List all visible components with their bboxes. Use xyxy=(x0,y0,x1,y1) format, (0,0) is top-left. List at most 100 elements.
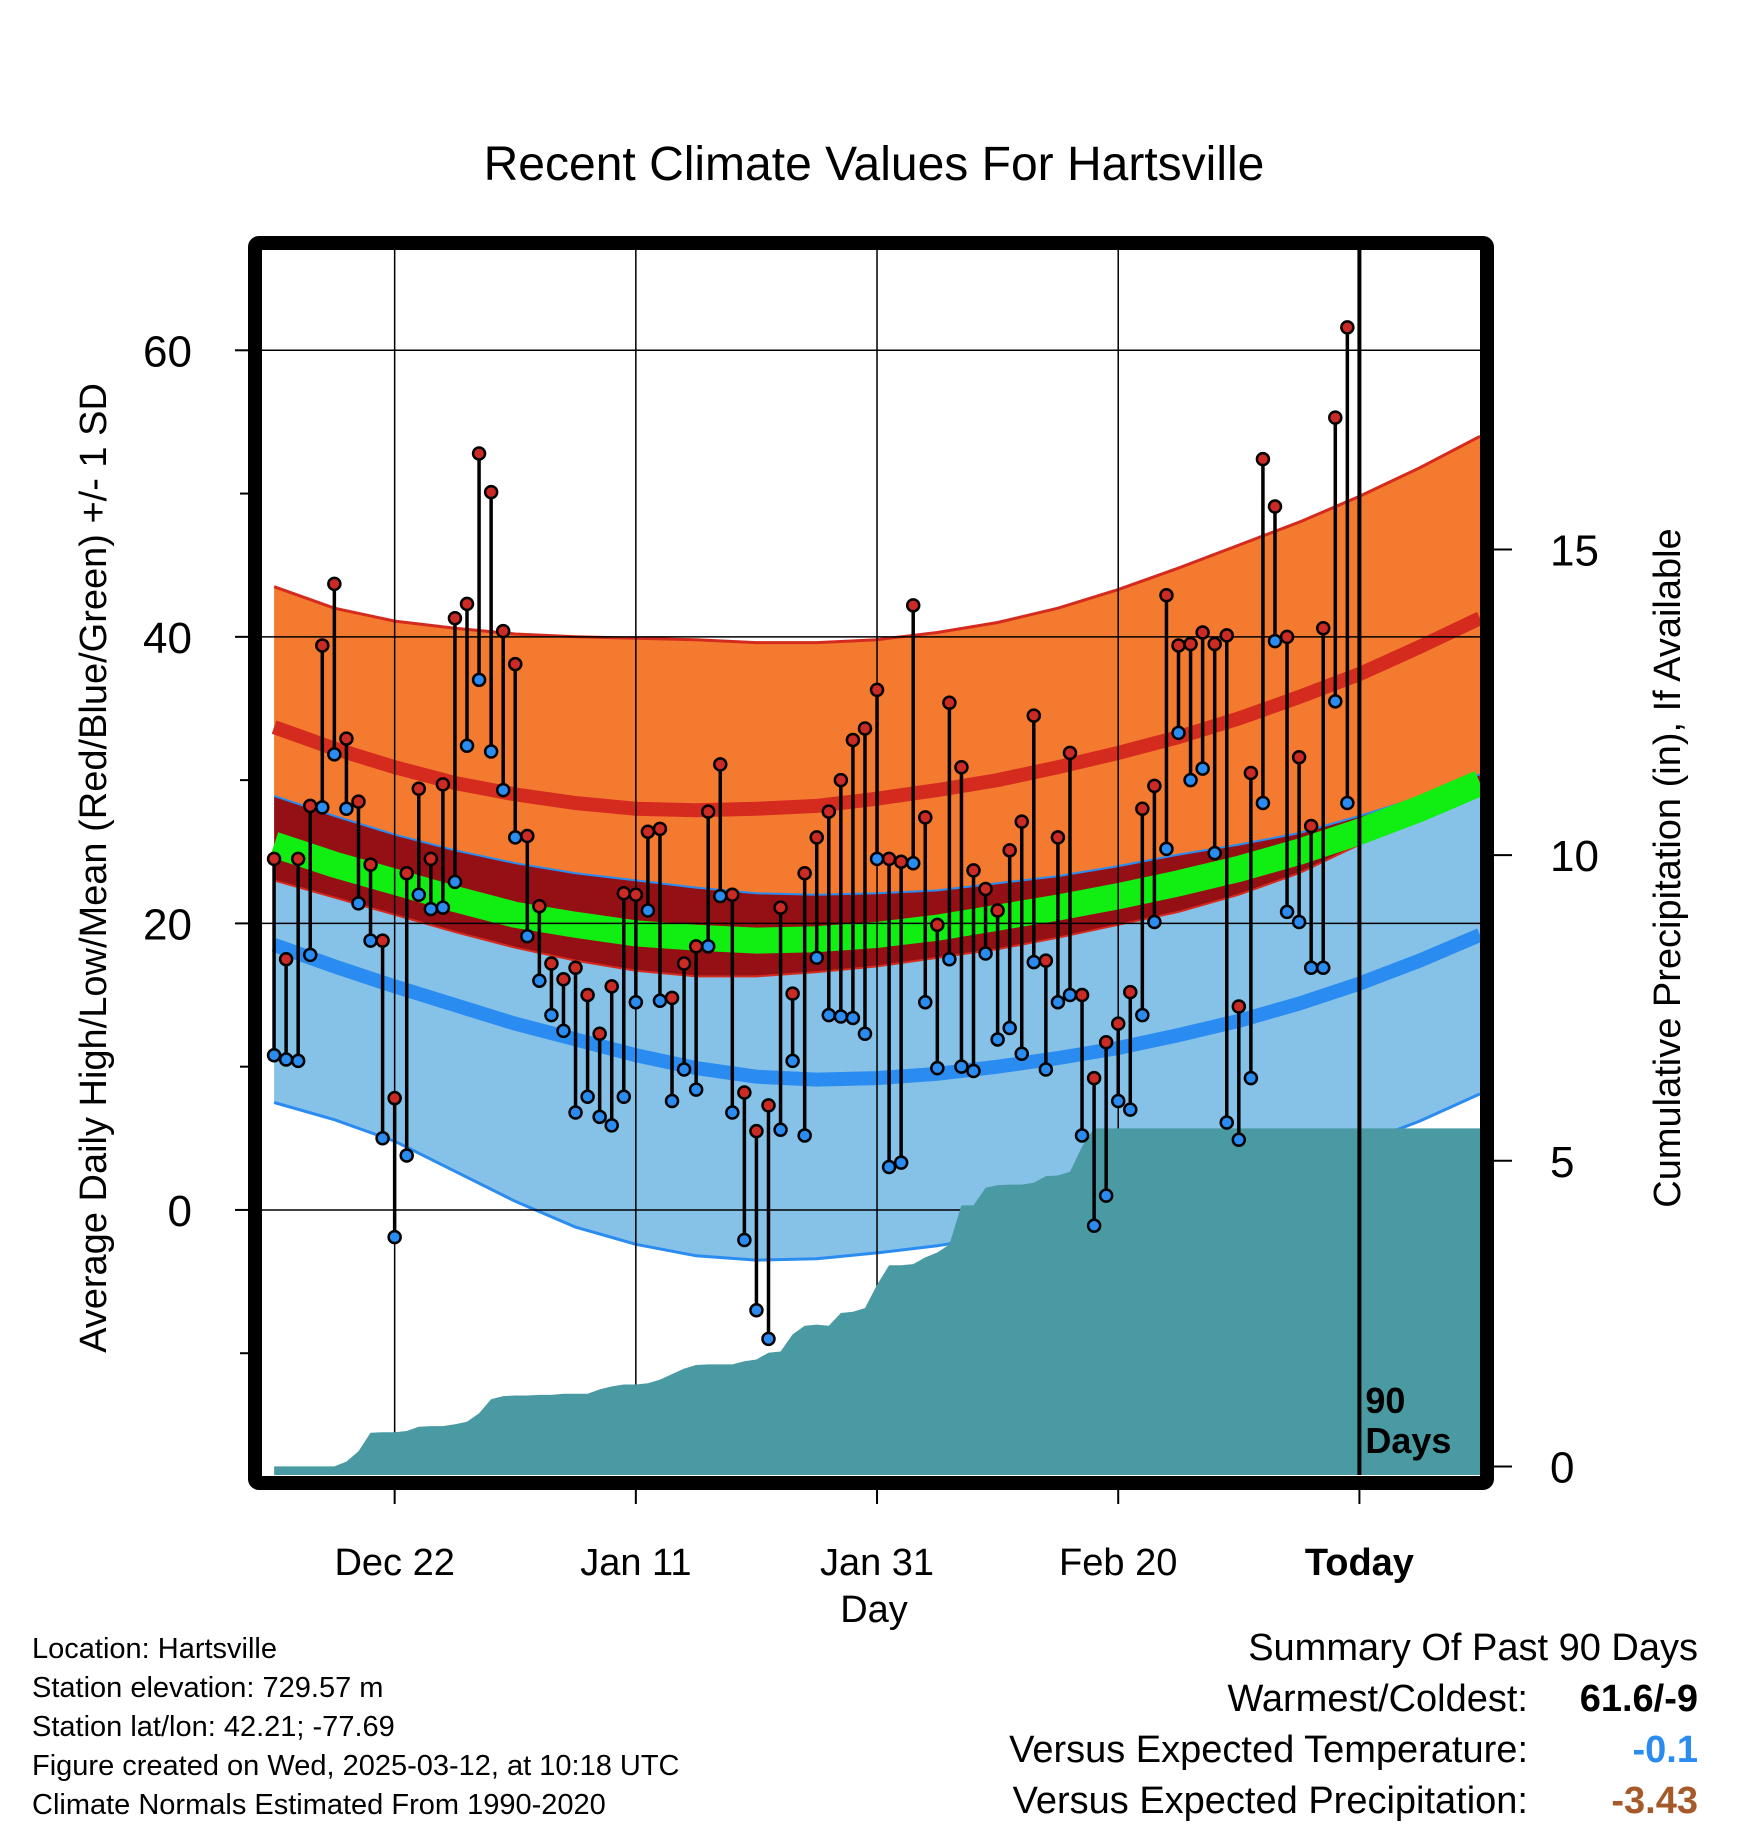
daily-low-point xyxy=(821,1007,837,1023)
y-tick-label: 60 xyxy=(143,327,192,376)
daily-low-point xyxy=(1050,994,1066,1010)
y2-tick-label: 0 xyxy=(1550,1443,1574,1492)
summary-row-warm-cold: Warmest/Coldest: 61.6/-9 xyxy=(798,1674,1698,1725)
precip-departure-value: -3.43 xyxy=(1611,1780,1698,1822)
x-tick-label: Today xyxy=(1305,1542,1414,1584)
daily-high-point xyxy=(1279,629,1295,645)
daily-low-point xyxy=(930,1060,945,1076)
plot-content: 90 Days xyxy=(262,250,1480,1475)
daily-low-point xyxy=(652,993,668,1009)
daily-low-point xyxy=(435,900,451,915)
daily-high-point xyxy=(737,1085,752,1100)
daily-high-point xyxy=(1328,410,1343,425)
warm-cold-value: 61.6/-9 xyxy=(1579,1678,1698,1720)
daily-high-point xyxy=(857,721,873,736)
daily-low-point xyxy=(327,747,342,762)
daily-low-point xyxy=(640,903,656,918)
daily-low-point xyxy=(592,1109,607,1125)
daily-high-point xyxy=(266,851,282,867)
daily-high-point xyxy=(483,484,499,500)
daily-low-point xyxy=(713,888,728,904)
daily-high-point xyxy=(1315,620,1331,636)
daily-low-point xyxy=(761,1331,776,1347)
daily-low-point xyxy=(411,887,427,902)
y-axis-label: Average Daily High/Low/Mean (Red/Blue/Gr… xyxy=(73,383,115,1353)
daily-high-point xyxy=(1340,320,1355,335)
daily-low-point xyxy=(1219,1115,1235,1130)
daily-high-point xyxy=(339,731,354,746)
daily-low-point xyxy=(1328,694,1343,709)
daily-low-point xyxy=(1340,795,1355,811)
daily-high-point xyxy=(327,576,342,592)
daily-low-point xyxy=(423,901,439,917)
normals-period: Climate Normals Estimated From 1990-2020 xyxy=(32,1789,606,1821)
daily-low-point xyxy=(1255,795,1271,811)
daily-high-point xyxy=(302,798,318,814)
daily-high-point xyxy=(1183,636,1198,652)
daily-high-point xyxy=(1255,451,1271,467)
daily-high-point xyxy=(664,990,680,1006)
daily-low-point xyxy=(700,939,716,954)
daily-low-point xyxy=(905,855,921,871)
daily-low-point xyxy=(1171,725,1186,741)
daily-low-point xyxy=(1231,1132,1247,1147)
daily-high-point xyxy=(688,939,704,954)
summary-panel: Summary Of Past 90 Days Warmest/Coldest:… xyxy=(798,1622,1698,1827)
daily-low-point xyxy=(1159,841,1174,857)
daily-low-point xyxy=(520,929,535,944)
daily-high-point xyxy=(520,828,535,844)
daily-high-point xyxy=(387,1090,402,1106)
station-info: Location: Hartsville Station elevation: … xyxy=(32,1630,680,1825)
daily-high-point xyxy=(423,851,439,867)
daily-low-point xyxy=(773,1122,788,1137)
daily-high-point xyxy=(785,986,800,1001)
daily-low-point xyxy=(1014,1046,1029,1062)
daily-low-point xyxy=(616,1089,632,1105)
daily-low-point xyxy=(1098,1188,1114,1203)
daily-high-point xyxy=(1026,708,1042,723)
daily-low-point xyxy=(881,1159,897,1175)
daily-high-point xyxy=(616,886,632,901)
summary-row-temp: Versus Expected Temperature: -0.1 xyxy=(798,1725,1698,1776)
daily-low-point xyxy=(375,1131,390,1146)
daily-high-point xyxy=(797,865,812,881)
daily-low-point xyxy=(483,744,499,759)
daily-low-point xyxy=(1074,1128,1090,1143)
daily-high-point xyxy=(399,865,414,881)
daily-low-point xyxy=(893,1155,909,1170)
daily-high-point xyxy=(1243,765,1259,781)
daily-high-point xyxy=(893,854,909,870)
daily-high-point xyxy=(1074,987,1090,1003)
daily-high-point xyxy=(761,1098,776,1113)
y2-axis-label: Cumulative Precipitation (in), If Availa… xyxy=(1647,528,1689,1207)
daily-low-point xyxy=(339,801,354,817)
daily-low-point xyxy=(1002,1020,1017,1036)
daily-high-point xyxy=(1147,778,1162,794)
precip-area xyxy=(274,1128,1480,1475)
today-days-label-line: Days xyxy=(1365,1420,1451,1461)
chart-title: Recent Climate Values For Hartsville xyxy=(484,138,1265,191)
daily-low-point xyxy=(1291,914,1307,930)
daily-high-point xyxy=(833,772,849,788)
daily-low-point xyxy=(1135,1007,1150,1023)
daily-high-point xyxy=(1231,999,1247,1014)
station-latlon: Station lat/lon: 42.21; -77.69 xyxy=(32,1711,395,1743)
daily-low-point xyxy=(845,1010,861,1026)
daily-high-point xyxy=(966,863,981,878)
daily-low-point xyxy=(918,994,933,1010)
daily-high-point xyxy=(1062,745,1078,761)
daily-low-point xyxy=(387,1229,402,1245)
daily-high-point xyxy=(869,682,885,698)
daily-high-point xyxy=(1219,628,1235,643)
daily-low-point xyxy=(869,851,885,867)
daily-high-point xyxy=(1135,801,1150,817)
daily-high-point xyxy=(1291,749,1307,765)
daily-high-point xyxy=(568,960,583,976)
daily-low-point xyxy=(278,1052,294,1067)
daily-high-point xyxy=(1267,499,1283,514)
y2-tick-label: 10 xyxy=(1550,832,1599,881)
daily-low-point xyxy=(1062,987,1078,1003)
daily-high-point xyxy=(942,695,957,710)
daily-high-point xyxy=(580,987,595,1003)
daily-low-point xyxy=(966,1063,981,1079)
